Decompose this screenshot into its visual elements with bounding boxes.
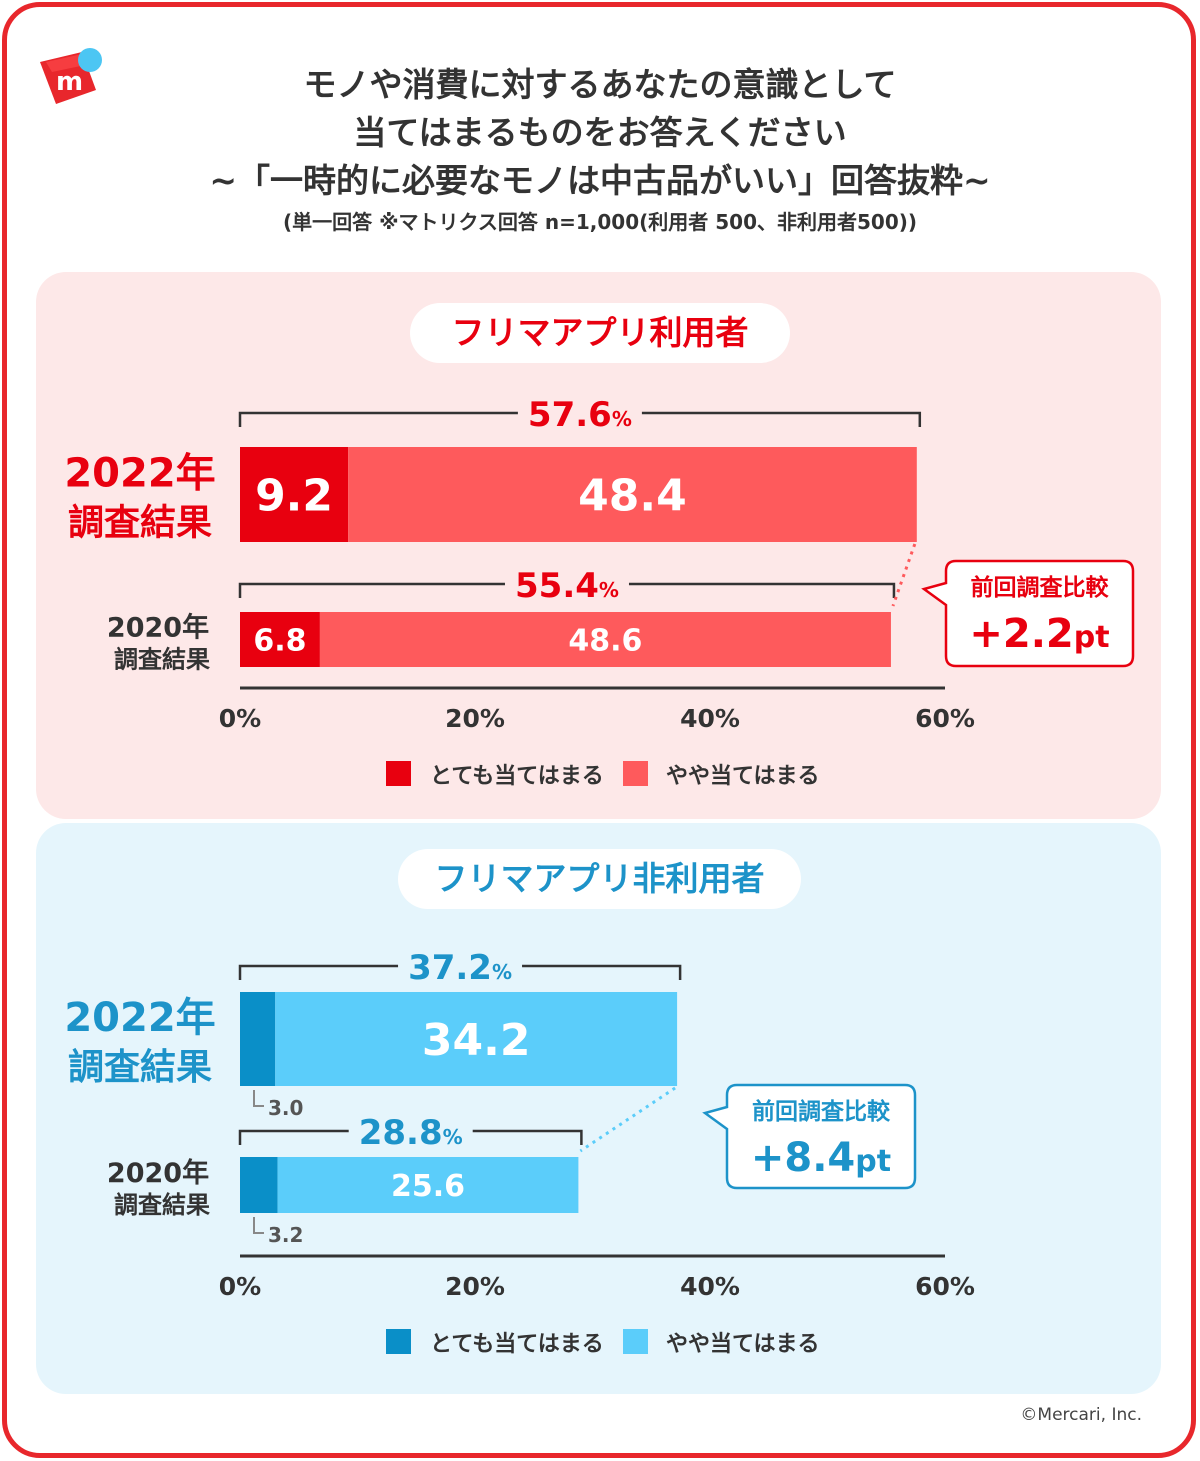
users-panel-title: フリマアプリ利用者 xyxy=(410,303,790,363)
users-legend-label-1: やや当てはまる xyxy=(666,764,820,789)
users-label-strong-1: 6.8 xyxy=(253,623,306,658)
nonusers-total-bracket-1 xyxy=(238,1129,583,1145)
nonusers-leader-0 xyxy=(253,1090,264,1107)
nonusers-row-caption-0: 調査結果 xyxy=(68,1047,212,1088)
nonusers-label-strong-1: 3.2 xyxy=(268,1223,303,1247)
title-line-3: ~「一時的に必要なモノは中古品がいい」回答抜粋~ xyxy=(209,161,991,200)
nonusers-panel xyxy=(36,823,1161,1394)
nonusers-leader-1 xyxy=(253,1217,264,1234)
nonusers-comparison-label: 前回調査比較 xyxy=(752,1098,891,1125)
users-label-light-1: 48.6 xyxy=(568,623,642,658)
nonusers-bar-strong-1 xyxy=(240,1157,278,1213)
nonusers-connector-dots xyxy=(579,1086,676,1153)
nonusers-legend-label-0: とても当てはまる xyxy=(430,1332,604,1357)
nonusers-panel-title: フリマアプリ非利用者 xyxy=(398,849,801,909)
nonusers-tick-label-0: 0% xyxy=(219,1272,261,1301)
nonusers-row-year-0: 2022年 xyxy=(64,995,215,1041)
nonusers-tick-label-2: 40% xyxy=(680,1272,740,1301)
users-row-year-0: 2022年 xyxy=(64,451,215,497)
users-total-bracket-1 xyxy=(238,582,896,598)
users-row-year-1: 2020年 xyxy=(107,612,209,644)
users-tick-label-0: 0% xyxy=(219,704,261,733)
nonusers-label-light-1: 25.6 xyxy=(391,1169,465,1204)
users-comparison-bubble xyxy=(921,559,1135,668)
users-panel xyxy=(36,272,1161,819)
svg-text:m: m xyxy=(56,67,83,97)
users-tick-label-3: 60% xyxy=(915,704,975,733)
title-line-2: 当てはまるものをお答えください xyxy=(353,113,847,152)
users-legend-swatch-1 xyxy=(623,761,648,786)
users-total-bracket-0 xyxy=(238,411,922,427)
nonusers-bar-light-1 xyxy=(277,1157,579,1213)
users-bar-light-0 xyxy=(348,447,917,542)
users-connector-dots xyxy=(891,543,917,607)
users-connector-hidden xyxy=(893,601,944,606)
users-bar-strong-0 xyxy=(240,447,349,542)
users-total-label-1: 55.4% xyxy=(515,566,619,606)
mercari-logo-icon: m xyxy=(40,48,102,104)
nonusers-tick-label-1: 20% xyxy=(445,1272,505,1301)
nonusers-legend-label-1: やや当てはまる xyxy=(666,1332,820,1357)
users-comparison-label: 前回調査比較 xyxy=(971,574,1110,601)
nonusers-legend-swatch-1 xyxy=(623,1329,648,1354)
users-legend-swatch-0 xyxy=(386,761,411,786)
nonusers-row-year-1: 2020年 xyxy=(107,1157,209,1189)
users-row-caption-1: 調査結果 xyxy=(114,646,210,674)
nonusers-label-strong-0: 3.0 xyxy=(268,1096,303,1120)
nonusers-tick-label-3: 60% xyxy=(915,1272,975,1301)
nonusers-total-label-1: 28.8% xyxy=(359,1113,463,1153)
nonusers-comparison-bubble xyxy=(702,1083,917,1190)
users-bar-light-1 xyxy=(319,612,891,667)
users-bar-strong-1 xyxy=(240,612,320,667)
nonusers-total-bracket-0 xyxy=(238,964,682,980)
survey-note: (単一回答 ※マトリクス回答 n=1,000(利用者 500、非利用者500)) xyxy=(282,210,918,234)
nonusers-bar-light-0 xyxy=(275,992,678,1086)
users-total-label-0: 57.6% xyxy=(528,395,632,435)
users-comparison-value: +2.2pt xyxy=(969,611,1109,657)
nonusers-bar-strong-0 xyxy=(240,992,276,1086)
nonusers-comparison-value: +8.4pt xyxy=(751,1135,891,1181)
nonusers-label-light-0: 34.2 xyxy=(422,1015,531,1066)
users-label-light-0: 48.4 xyxy=(578,470,687,521)
nonusers-row-caption-1: 調査結果 xyxy=(114,1191,210,1219)
users-tick-label-2: 40% xyxy=(680,704,740,733)
nonusers-total-label-0: 37.2% xyxy=(408,948,512,988)
title-line-1: モノや消費に対するあなたの意識として xyxy=(303,65,897,104)
nonusers-legend-swatch-0 xyxy=(386,1329,411,1354)
users-tick-label-1: 20% xyxy=(445,704,505,733)
copyright: ©Mercari, Inc. xyxy=(1020,1405,1142,1425)
users-legend-label-0: とても当てはまる xyxy=(430,764,604,789)
users-row-caption-0: 調査結果 xyxy=(68,503,212,544)
users-label-strong-0: 9.2 xyxy=(255,470,333,521)
